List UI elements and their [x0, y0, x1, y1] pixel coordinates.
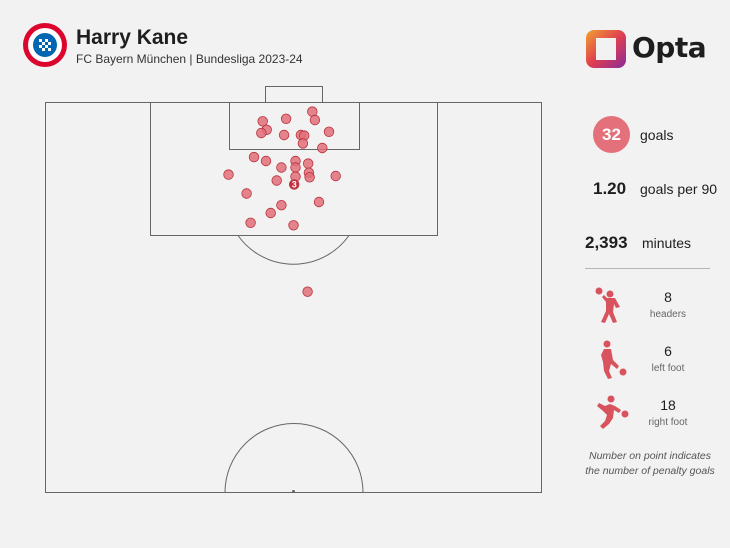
player-name: Harry Kane	[76, 26, 189, 49]
goal-point	[271, 175, 282, 186]
right-foot-label: right foot	[648, 417, 688, 428]
goal-point	[245, 217, 256, 229]
goal-point	[297, 138, 309, 149]
goal-point	[260, 155, 272, 167]
shot-points: 3	[223, 106, 341, 297]
footnote-line-2: the number of penalty goals	[585, 465, 715, 477]
headers-label: headers	[649, 309, 687, 320]
penalty-goal-point	[288, 179, 300, 190]
goal-point	[304, 172, 315, 183]
minutes-label: minutes	[642, 235, 692, 251]
left-foot-icon	[601, 340, 627, 379]
goals-per-90-value: 1.20	[593, 179, 627, 198]
six-yard-box	[229, 102, 360, 150]
left-foot-label: left foot	[651, 363, 685, 374]
goal-point	[276, 162, 287, 173]
goals-per-90-label: goals per 90	[640, 181, 718, 197]
left-foot-value: 6	[664, 343, 672, 359]
club-crest-icon	[23, 23, 67, 67]
goal-point	[303, 158, 314, 169]
goal-point	[290, 162, 301, 173]
goal	[265, 86, 323, 103]
penalty-arc	[237, 235, 350, 265]
goal-point	[280, 113, 292, 125]
goal-point	[248, 151, 260, 163]
goal-point	[276, 199, 287, 211]
goal-point	[257, 116, 268, 127]
goal-point	[313, 196, 325, 208]
pitch-lines	[45, 86, 542, 493]
centre-spot	[292, 490, 295, 493]
goals-badge: 32	[593, 116, 630, 153]
stats-divider	[585, 268, 710, 269]
opta-mark-icon	[586, 30, 626, 68]
goals-label: goals	[640, 127, 674, 143]
centre-circle	[224, 423, 364, 493]
minutes-value: 2,393	[585, 233, 628, 252]
penalty-count-label: 3	[292, 180, 297, 190]
goal-point	[223, 169, 234, 180]
goal-point	[309, 114, 321, 126]
footnote: Number on point indicates the number of …	[575, 449, 725, 479]
footnote-line-1: Number on point indicates	[589, 450, 711, 462]
right-foot-value: 18	[660, 397, 676, 413]
goal-point	[288, 220, 299, 231]
goal-point	[323, 126, 335, 138]
goal-point	[256, 127, 267, 139]
goal-point	[265, 207, 276, 219]
goal-point	[278, 129, 290, 141]
goal-point	[302, 286, 313, 297]
headers-value: 8	[664, 289, 672, 305]
goal-point	[330, 170, 341, 182]
chart-subtitle: FC Bayern München | Bundesliga 2023-24	[76, 52, 303, 66]
right-foot-icon	[597, 395, 629, 429]
header-icon	[595, 287, 620, 323]
opta-wordmark: Opta	[632, 31, 707, 64]
pitch-shot-map: 3	[45, 86, 542, 493]
goal-point	[317, 142, 328, 154]
opta-logo: Opta	[584, 26, 707, 74]
goal-point	[241, 188, 252, 199]
